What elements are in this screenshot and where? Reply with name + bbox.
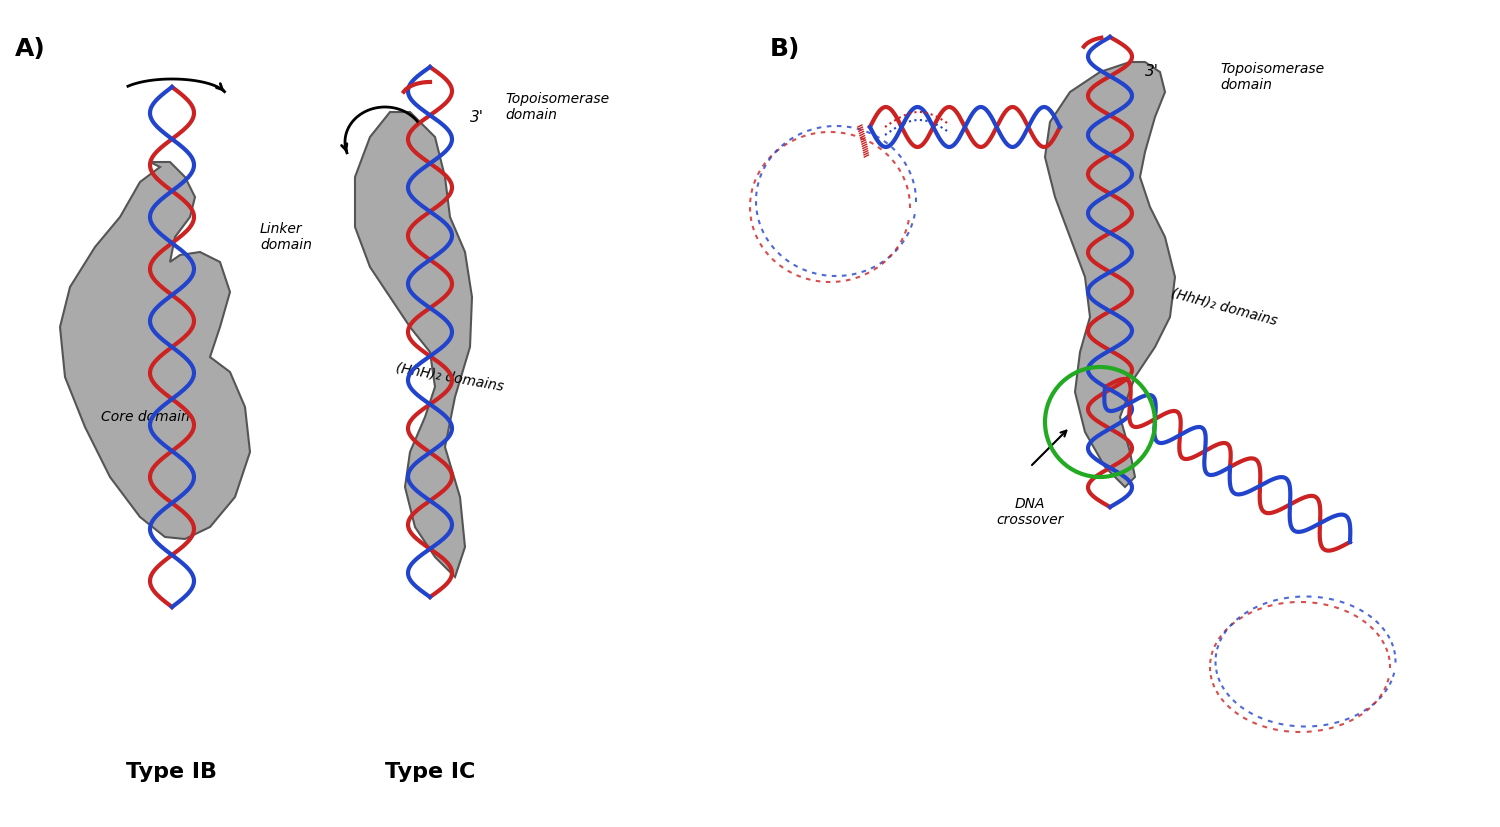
- Text: A): A): [15, 37, 45, 61]
- Text: Linker
domain: Linker domain: [260, 222, 312, 252]
- Text: Type IB: Type IB: [126, 762, 218, 782]
- Polygon shape: [60, 162, 250, 539]
- Text: Type IC: Type IC: [386, 762, 476, 782]
- Text: DNA
crossover: DNA crossover: [996, 497, 1064, 527]
- Text: (HhH)₂ domains: (HhH)₂ domains: [1170, 286, 1280, 328]
- Text: 3': 3': [1144, 65, 1160, 79]
- Polygon shape: [1046, 62, 1174, 487]
- Text: Topoisomerase
domain: Topoisomerase domain: [506, 92, 609, 122]
- Polygon shape: [356, 112, 472, 577]
- Text: (HhH)₂ domains: (HhH)₂ domains: [394, 361, 506, 394]
- Text: B): B): [770, 37, 801, 61]
- Text: Core domain: Core domain: [100, 410, 189, 424]
- Text: 3': 3': [470, 109, 484, 125]
- Text: Topoisomerase
domain: Topoisomerase domain: [1220, 62, 1324, 92]
